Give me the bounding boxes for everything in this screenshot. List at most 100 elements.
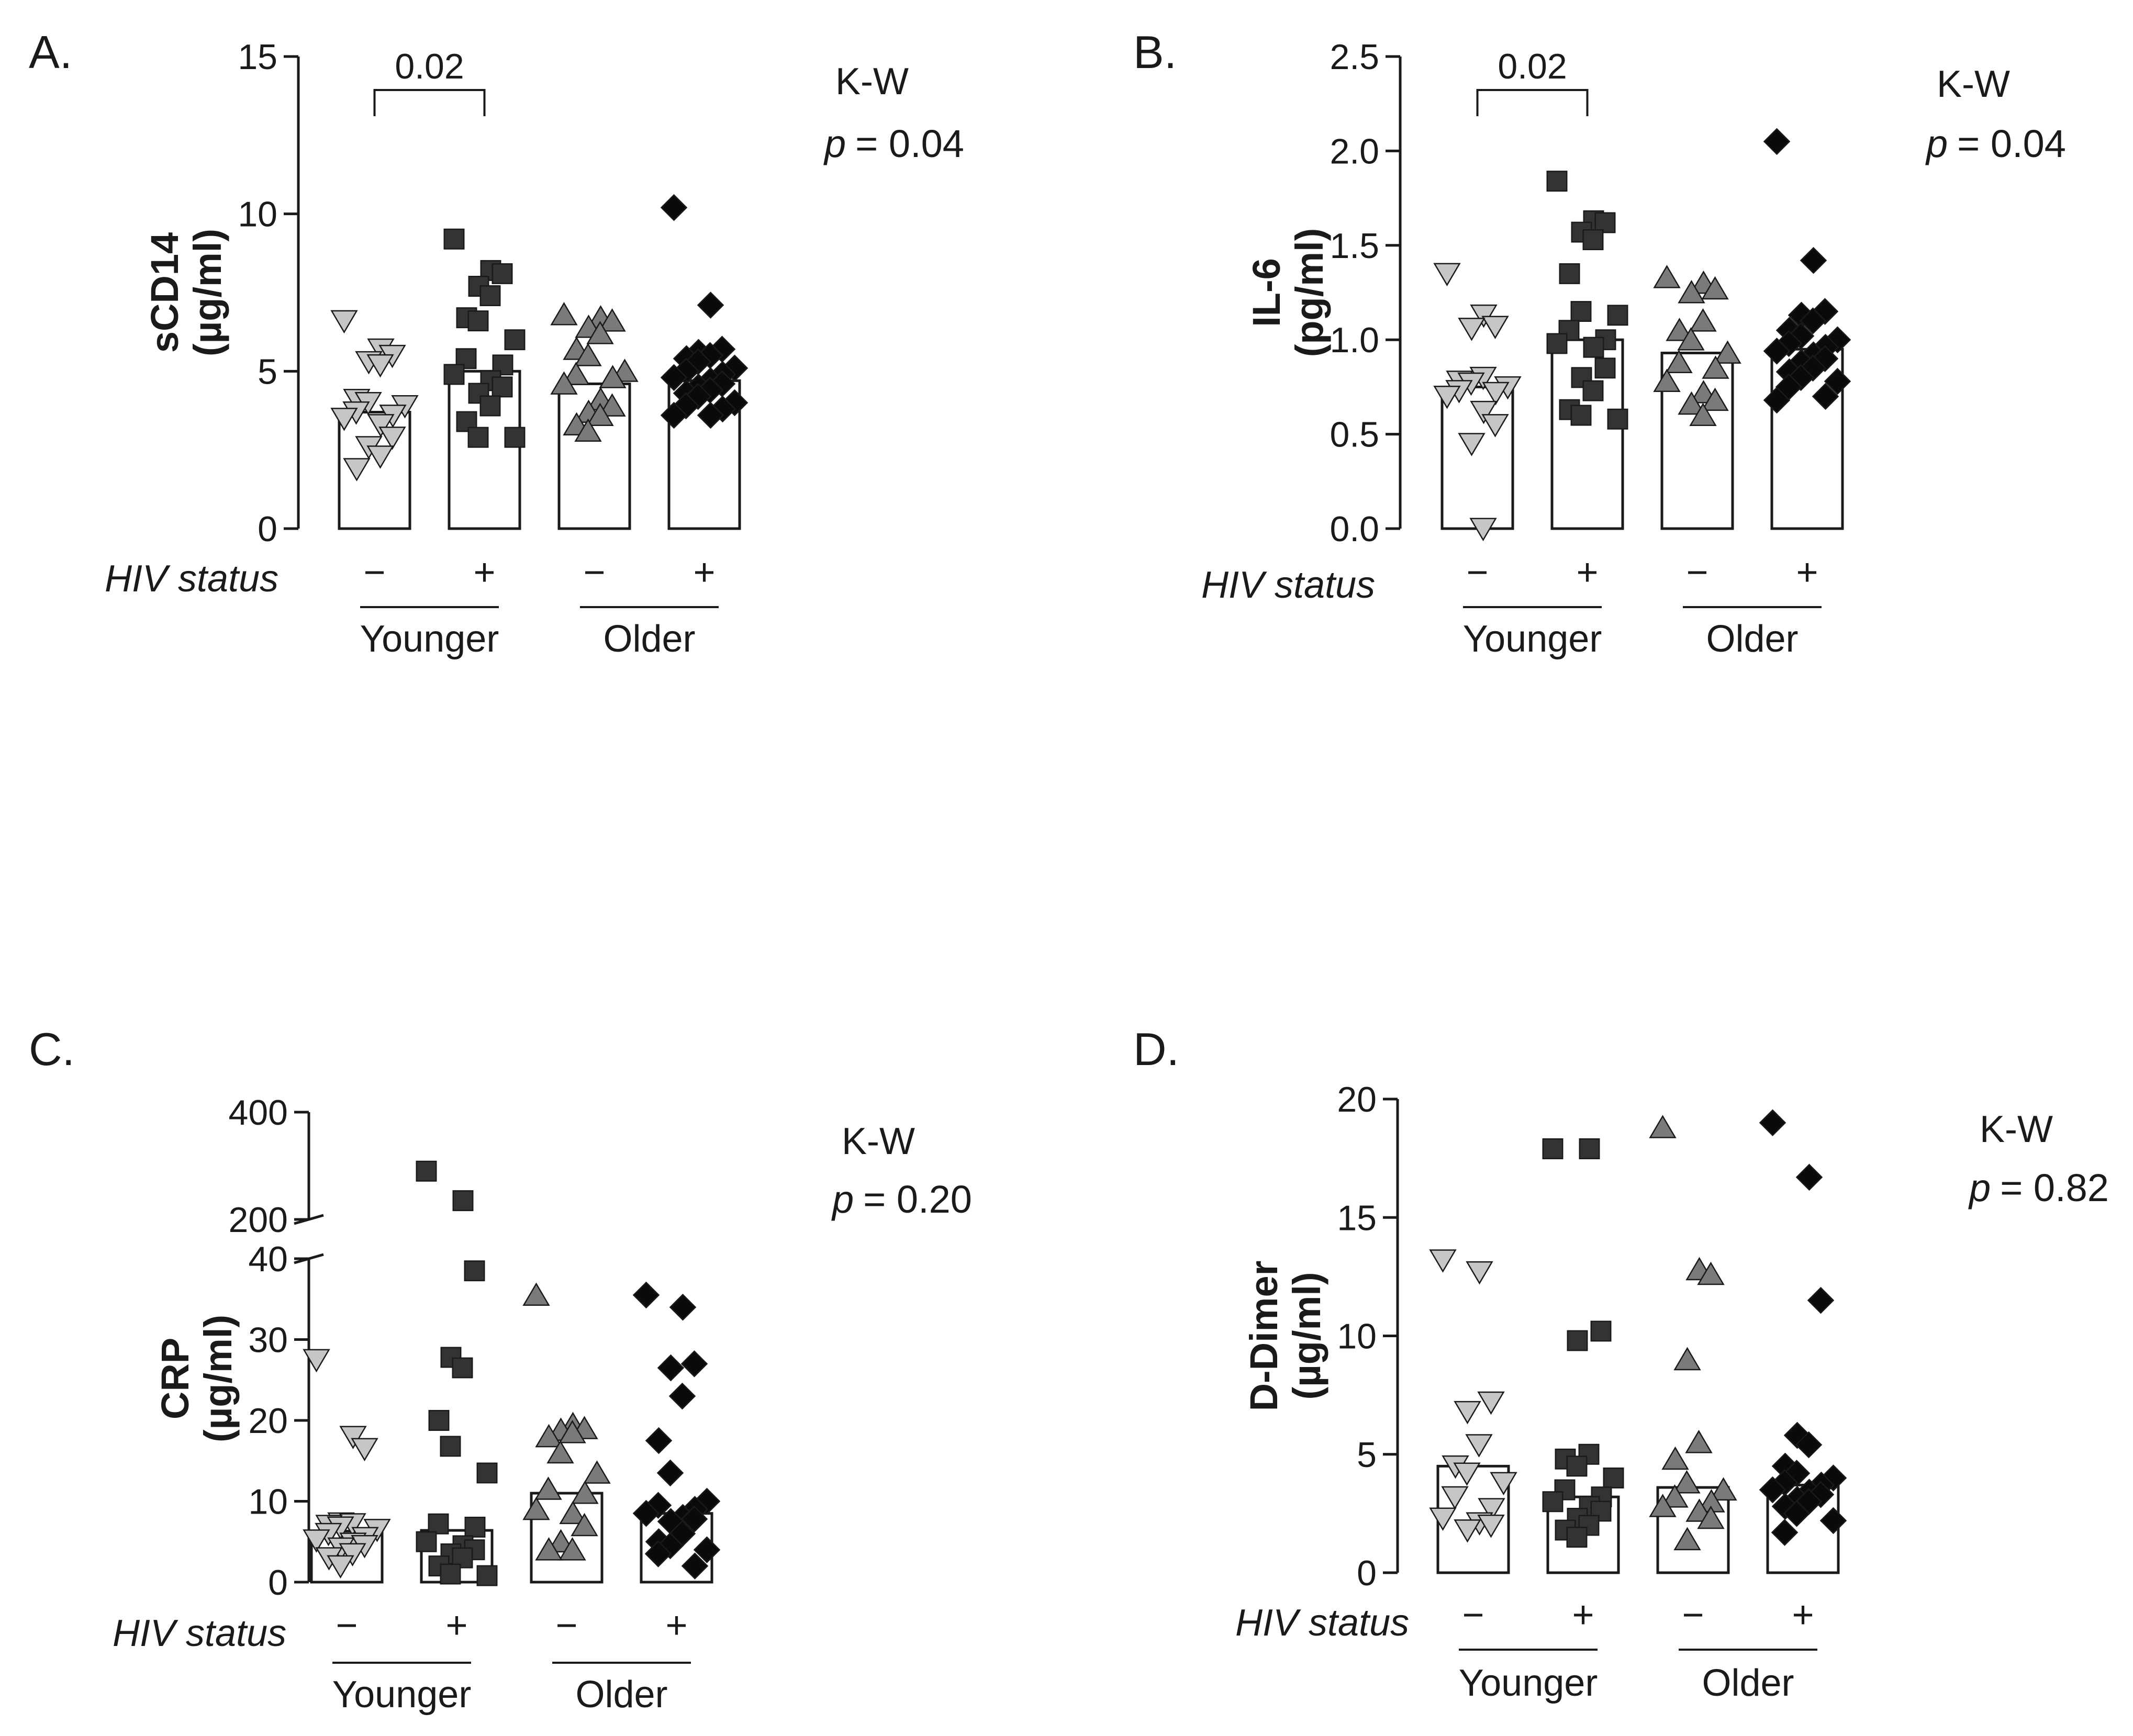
data-point (416, 1531, 437, 1552)
data-point (1799, 307, 1827, 334)
y-tick-label: 1.5 (1330, 226, 1379, 266)
data-point (416, 1160, 437, 1182)
y-tick-label: 20 (248, 1401, 288, 1441)
y-tick-label: 40 (248, 1239, 288, 1279)
data-point (522, 1282, 550, 1306)
data-point (660, 364, 688, 391)
data-point (656, 1532, 684, 1560)
data-point (1466, 1261, 1493, 1285)
p-value-text: = 0.82 (2000, 1166, 2109, 1209)
data-point (476, 1565, 498, 1586)
data-point (1458, 433, 1486, 456)
data-point (1783, 1500, 1811, 1527)
panel-letter: C. (29, 1023, 75, 1075)
data-point (1607, 408, 1628, 430)
data-point (550, 302, 578, 326)
data-point (660, 401, 688, 429)
y-axis-label-line: (µg/ml) (186, 229, 229, 356)
data-point (697, 401, 724, 429)
data-point (1673, 1347, 1701, 1371)
bar (530, 1492, 604, 1584)
data-point (1607, 305, 1628, 326)
data-point (1701, 387, 1729, 411)
data-point (1763, 386, 1791, 414)
data-point (1566, 1527, 1588, 1548)
panel-letter: A. (29, 26, 72, 78)
y-tick-label: 30 (248, 1320, 288, 1360)
data-point (339, 1426, 367, 1449)
data-point (1582, 229, 1604, 250)
data-point (303, 1349, 330, 1373)
hiv-sign: − (1462, 1594, 1484, 1636)
data-point (1478, 1498, 1505, 1521)
data-point (1490, 1472, 1517, 1496)
bracket-p-value: 0.02 (1498, 47, 1567, 86)
data-point (1481, 414, 1509, 438)
data-point (1714, 340, 1741, 364)
data-point (1590, 1320, 1612, 1342)
kw-label: K-W (1937, 63, 2010, 105)
data-point (586, 402, 614, 426)
data-point (535, 1537, 563, 1561)
y-axis-label-line: sCD14 (143, 232, 186, 353)
data-point (574, 418, 602, 442)
data-point (1566, 1455, 1588, 1477)
data-point (1653, 368, 1681, 393)
data-point (1542, 1491, 1564, 1513)
data-point (1454, 1401, 1481, 1425)
data-point (1482, 382, 1510, 406)
data-point (1570, 301, 1592, 322)
p-symbol: p (1968, 1166, 1991, 1209)
hiv-sign: + (473, 552, 495, 593)
data-point (1458, 318, 1486, 341)
data-point (440, 1436, 461, 1457)
data-point (1677, 327, 1705, 351)
y-axis-label-line: CRP (153, 1338, 197, 1419)
hiv-sign: − (583, 552, 605, 593)
data-point (632, 1499, 660, 1527)
data-point (378, 427, 406, 450)
data-point (1542, 1138, 1564, 1159)
data-point (479, 285, 501, 306)
p-value-text: = 0.04 (1957, 122, 2066, 165)
data-point (1689, 402, 1717, 426)
y-tick-label: 15 (238, 37, 277, 77)
group-label: Older (603, 618, 695, 660)
data-point (1603, 1468, 1624, 1488)
data-point (535, 1424, 563, 1448)
data-point (1661, 1446, 1689, 1470)
data-point (504, 329, 526, 351)
data-point (1807, 1286, 1835, 1314)
data-point (571, 1480, 599, 1504)
y-axis-label-line: IL-6 (1245, 258, 1288, 327)
data-point (1824, 367, 1851, 395)
data-point (598, 393, 626, 417)
data-point (668, 1382, 696, 1410)
data-point (546, 1440, 574, 1464)
y-tick-label: 5 (1357, 1435, 1377, 1475)
y-tick-label: 0.5 (1330, 415, 1379, 455)
data-point (1594, 357, 1616, 379)
data-point (343, 458, 371, 481)
hiv-sign: + (693, 552, 715, 593)
data-point (479, 395, 501, 417)
y-tick-label: 0 (1357, 1553, 1377, 1593)
data-point (1661, 1484, 1689, 1508)
hiv-status-label: HIV status (1201, 564, 1375, 606)
data-point (464, 1260, 485, 1282)
data-point (455, 348, 477, 369)
p-symbol: p (831, 1178, 854, 1221)
y-axis-label: sCD14(µg/ml) (143, 229, 229, 356)
data-point (1763, 128, 1791, 155)
data-point (339, 1543, 366, 1566)
data-point (645, 1427, 673, 1454)
data-point (440, 1563, 461, 1585)
data-point (330, 408, 358, 431)
data-point (680, 1505, 708, 1533)
panel-a: A. 0 5 10 15 sCD14(µg/ml) − + − + HIV status Younge… (29, 26, 964, 660)
data-point (522, 1496, 550, 1520)
p-value-text: = 0.04 (855, 122, 964, 165)
data-point (492, 354, 513, 376)
bracket-p-value: 0.02 (395, 47, 464, 86)
